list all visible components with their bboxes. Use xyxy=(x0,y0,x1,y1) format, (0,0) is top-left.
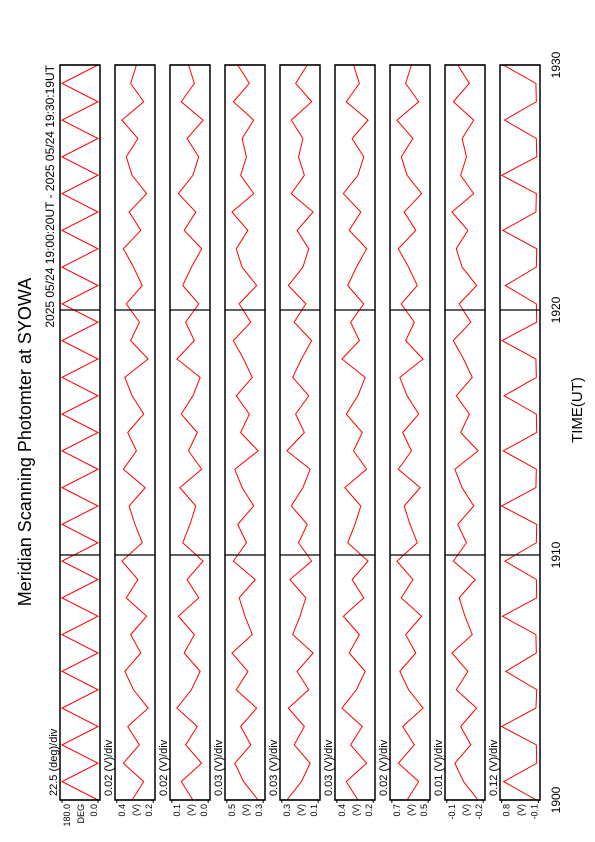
panel-scale-label: 0.12 (V)/div xyxy=(488,739,500,796)
y-tick-label: 0.0 xyxy=(199,804,209,817)
y-tick-label: -0.1 xyxy=(447,804,457,820)
panel-scale-label: 22.5 (deg)/div xyxy=(48,728,60,796)
x-tick-label: 1900 xyxy=(549,786,563,813)
rotated-plot: Meridian Scanning Photomter at SYOWA 202… xyxy=(15,51,586,826)
panel-scale-label: 0.03 (V)/div xyxy=(268,739,280,796)
y-tick-label: -0.1 xyxy=(529,804,539,820)
panel-frame xyxy=(389,64,431,801)
panel-scale-label: 0.03 (V)/div xyxy=(323,739,335,796)
y-tick-label: 0.1 xyxy=(309,804,319,817)
panel-scale-label: 0.03 (V)/div xyxy=(213,739,225,796)
panel-frame xyxy=(499,64,541,801)
y-tick-label: 0.4 xyxy=(337,804,347,817)
data-line xyxy=(500,64,538,801)
data-line xyxy=(396,64,424,801)
y-unit-label: (V) xyxy=(461,804,471,816)
y-unit-label: (V) xyxy=(406,804,416,816)
y-unit-label: DEG xyxy=(76,804,86,824)
y-tick-label: 0.3 xyxy=(282,804,292,817)
y-tick-label: 0.1 xyxy=(172,804,182,817)
y-unit-label: (V) xyxy=(186,804,196,816)
x-tick-label: 1910 xyxy=(549,541,563,568)
data-line xyxy=(231,64,259,801)
y-unit-label: (V) xyxy=(241,804,251,816)
y-tick-label: 0.3 xyxy=(254,804,264,817)
y-tick-label: 0.2 xyxy=(364,804,374,817)
panel-frame xyxy=(279,64,321,801)
y-tick-label: 0.8 xyxy=(502,804,512,817)
y-unit-label: (V) xyxy=(296,804,306,816)
y-unit-label: (V) xyxy=(516,804,526,816)
data-line xyxy=(451,64,479,801)
x-axis-label: TIME(UT) xyxy=(569,377,586,443)
y-tick-label: 0.7 xyxy=(392,804,402,817)
data-line xyxy=(121,64,149,801)
y-unit-label: (V) xyxy=(351,804,361,816)
y-tick-label: 0.5 xyxy=(227,804,237,817)
data-line xyxy=(176,64,204,801)
panel-frame xyxy=(114,64,156,801)
y-tick-label: 0.5 xyxy=(419,804,429,817)
chart-title: Meridian Scanning Photomter at SYOWA xyxy=(15,278,35,606)
y-tick-label: 0.2 xyxy=(144,804,154,817)
panel-frame xyxy=(59,64,101,801)
x-tick-label: 1930 xyxy=(549,51,563,78)
y-tick-label: -0.2 xyxy=(474,804,484,820)
data-line xyxy=(60,64,100,801)
chart-subtitle: 2025 05/24 19:00:20UT - 2025 05/24 19:30… xyxy=(43,64,57,327)
y-tick-label: 0.4 xyxy=(117,804,127,817)
y-tick-label: 180.0 xyxy=(62,804,72,827)
panel-frame xyxy=(224,64,266,801)
panel-frame xyxy=(444,64,486,801)
panel-scale-label: 0.02 (V)/div xyxy=(378,739,390,796)
x-tick-label: 1920 xyxy=(549,296,563,323)
data-line xyxy=(286,64,314,801)
data-line xyxy=(341,64,369,801)
panel-frame xyxy=(334,64,376,801)
panel-frame xyxy=(169,64,211,801)
panel-scale-label: 0.02 (V)/div xyxy=(158,739,170,796)
panel-scale-label: 0.01 (V)/div xyxy=(433,739,445,796)
panel-scale-label: 0.02 (V)/div xyxy=(103,739,115,796)
y-unit-label: (V) xyxy=(131,804,141,816)
y-tick-label: 0.0 xyxy=(89,804,99,817)
